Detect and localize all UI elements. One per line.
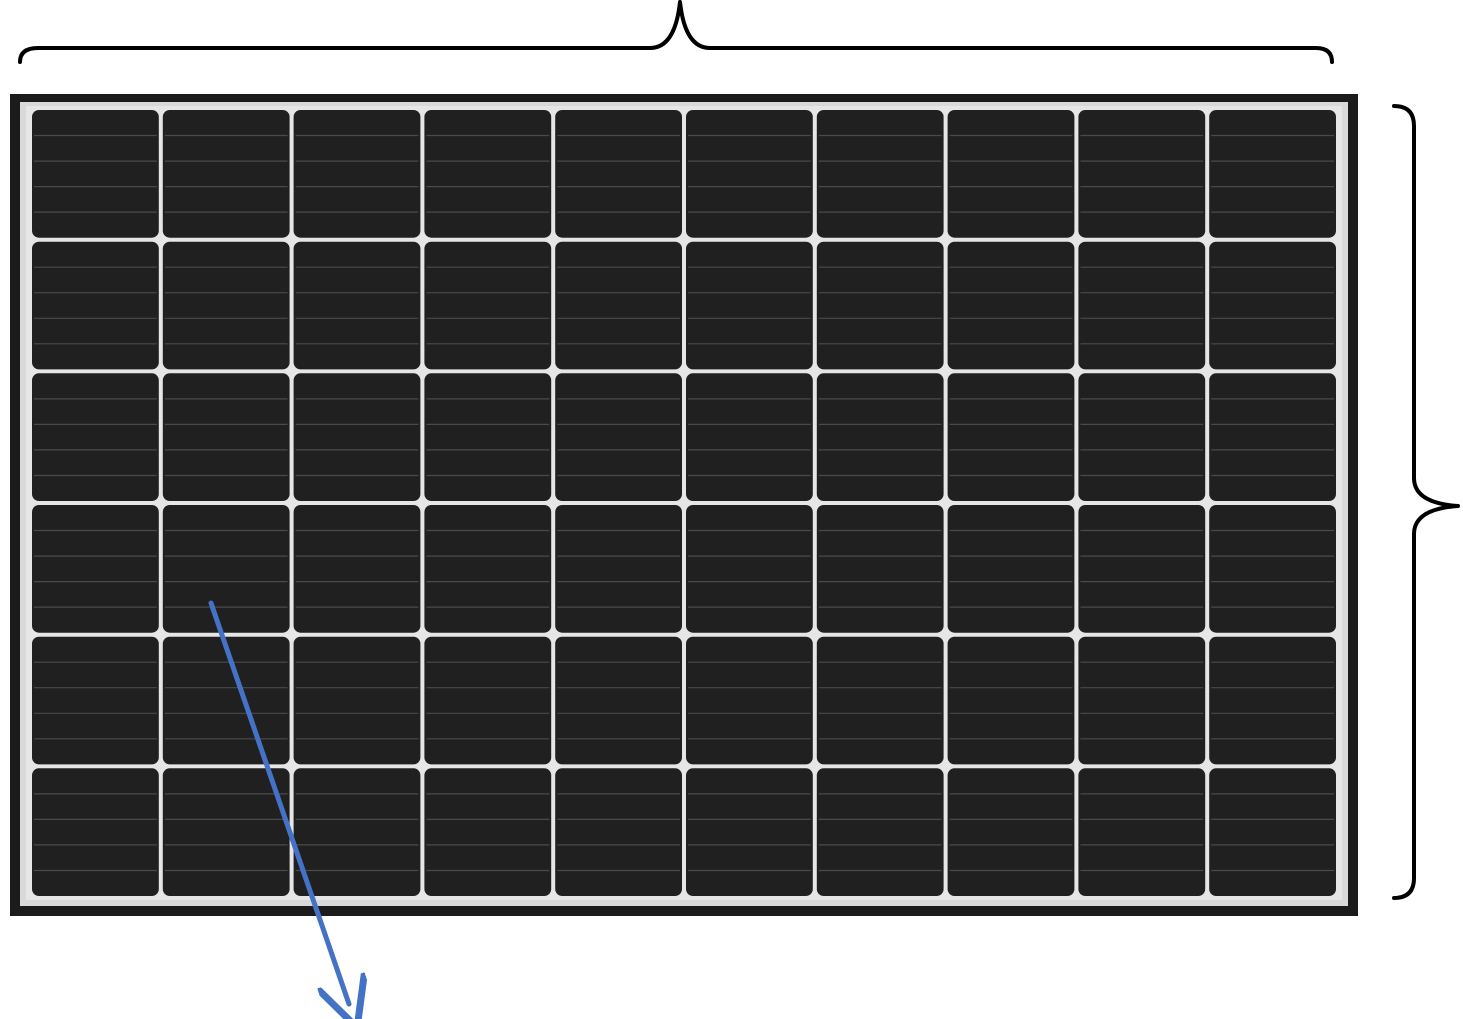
solar-cell	[162, 505, 290, 633]
right-brace-icon	[1392, 104, 1460, 900]
solar-cell	[816, 768, 944, 896]
solar-cell	[816, 505, 944, 633]
solar-cell	[32, 110, 159, 238]
solar-cell	[1209, 110, 1336, 238]
solar-cell	[555, 241, 682, 370]
solar-cell	[32, 373, 159, 501]
solar-cell	[162, 373, 290, 501]
solar-cell	[293, 110, 421, 238]
solar-cell	[947, 768, 1075, 896]
solar-cell	[686, 768, 813, 896]
solar-cell	[424, 768, 552, 896]
solar-cell	[162, 110, 290, 238]
top-brace-icon	[18, 0, 1334, 64]
solar-cell	[555, 110, 682, 238]
solar-cell	[32, 636, 159, 765]
solar-cell	[947, 505, 1075, 633]
solar-cell	[947, 241, 1075, 370]
solar-cell	[816, 373, 944, 501]
solar-cell	[816, 241, 944, 370]
solar-cell	[1078, 768, 1206, 896]
solar-cell	[293, 241, 421, 370]
solar-cell	[1078, 373, 1206, 501]
solar-cell	[162, 636, 290, 765]
solar-cell	[1078, 241, 1206, 370]
solar-cell	[424, 373, 552, 501]
solar-cell	[1209, 505, 1336, 633]
solar-cell	[32, 768, 159, 896]
solar-cell	[293, 636, 421, 765]
solar-cell	[293, 768, 421, 896]
solar-cell	[424, 636, 552, 765]
solar-cell	[32, 241, 159, 370]
solar-cell	[1209, 768, 1336, 896]
solar-cell	[555, 768, 682, 896]
solar-cell	[686, 636, 813, 765]
solar-cell	[162, 768, 290, 896]
solar-cell	[947, 110, 1075, 238]
solar-cell	[686, 241, 813, 370]
solar-cell	[32, 505, 159, 633]
solar-cell	[1078, 110, 1206, 238]
solar-cell	[816, 110, 944, 238]
solar-cell	[1209, 373, 1336, 501]
solar-cell	[424, 505, 552, 633]
solar-cell	[555, 505, 682, 633]
solar-cell	[947, 373, 1075, 501]
solar-cell	[1078, 636, 1206, 765]
solar-cell	[424, 110, 552, 238]
panel-cell-area	[26, 106, 1342, 900]
solar-cell	[162, 241, 290, 370]
solar-cell	[686, 373, 813, 501]
solar-cell	[555, 373, 682, 501]
panel-cells	[32, 110, 1336, 896]
solar-cell	[686, 505, 813, 633]
solar-cell	[293, 373, 421, 501]
solar-cell	[947, 636, 1075, 765]
solar-cell	[1209, 636, 1336, 765]
solar-cell	[1209, 241, 1336, 370]
solar-cell	[293, 505, 421, 633]
solar-cell	[555, 636, 682, 765]
solar-cell	[686, 110, 813, 238]
solar-cell	[816, 636, 944, 765]
solar-cell	[1078, 505, 1206, 633]
solar-cell	[424, 241, 552, 370]
arrow-down-right-icon	[208, 600, 349, 1004]
solar-panel	[10, 94, 1358, 916]
